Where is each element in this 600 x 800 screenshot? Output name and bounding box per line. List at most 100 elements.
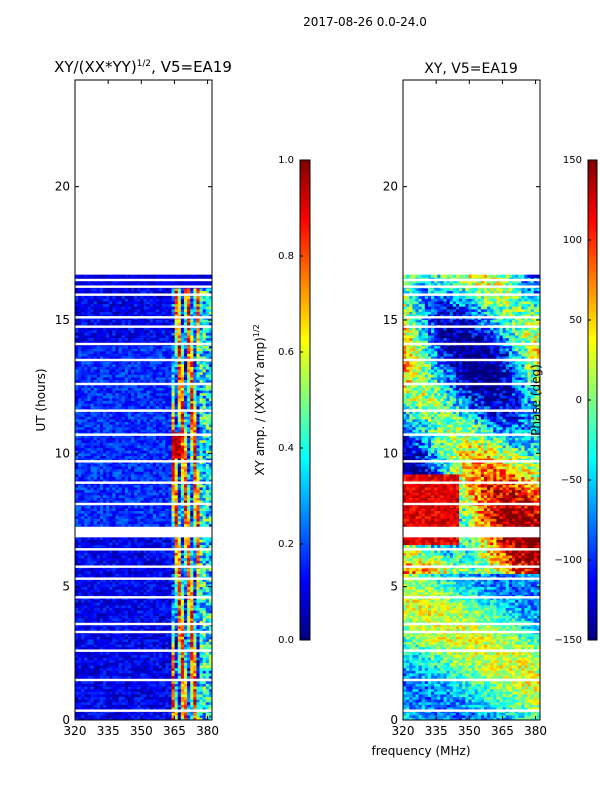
amplitude-heatmap-cell — [162, 688, 166, 692]
amplitude-heatmap-cell — [168, 507, 173, 512]
amplitude-heatmap-cell — [131, 712, 135, 716]
amplitude-heatmap-cell — [152, 586, 157, 590]
amplitude-heatmap-cell — [93, 444, 98, 449]
amplitude-heatmap-cell — [174, 615, 179, 619]
amplitude-heatmap-cell — [143, 510, 148, 514]
amplitude-heatmap-cell — [165, 431, 170, 436]
amplitude-heatmap-cell — [174, 429, 179, 433]
amplitude-heatmap-cell — [93, 465, 98, 470]
amplitude-heatmap-cell — [180, 699, 185, 703]
amplitude-heatmap-cell — [190, 505, 194, 509]
amplitude-heatmap-cell — [96, 712, 101, 716]
amplitude-heatmap-cell — [168, 562, 173, 567]
amplitude-heatmap-cell — [90, 539, 95, 543]
amplitude-heatmap-cell — [127, 659, 132, 663]
amplitude-heatmap-cell — [118, 594, 123, 598]
amplitude-heatmap-cell — [208, 620, 212, 624]
amplitude-heatmap-cell — [115, 505, 120, 509]
amplitude-heatmap-cell — [112, 568, 117, 572]
amplitude-heatmap-cell — [78, 544, 82, 548]
amplitude-heatmap-cell — [180, 426, 185, 430]
amplitude-heatmap-cell — [162, 646, 166, 650]
amplitude-heatmap-cell — [165, 426, 170, 430]
amplitude-heatmap-cell — [205, 544, 210, 548]
amplitude-heatmap-cell — [99, 463, 104, 467]
amplitude-heatmap-cell — [118, 539, 123, 543]
amplitude-heatmap-cell — [106, 680, 110, 684]
amplitude-heatmap-cell — [199, 696, 204, 700]
amplitude-heatmap-cell — [183, 434, 188, 438]
amplitude-heatmap-cell — [193, 633, 198, 637]
amplitude-heatmap-cell — [115, 473, 120, 477]
amplitude-heatmap-cell — [81, 458, 85, 462]
amplitude-heatmap-cell — [124, 706, 129, 711]
amplitude-heatmap-cell — [208, 612, 212, 616]
amplitude-heatmap-cell — [106, 607, 110, 611]
amplitude-heatmap-cell — [202, 591, 207, 595]
amplitude-heatmap-cell — [124, 646, 129, 650]
amplitude-heatmap-cell — [159, 554, 163, 559]
amplitude-heatmap-cell — [165, 696, 170, 700]
amplitude-heatmap-cell — [109, 431, 113, 436]
amplitude-heatmap-cell — [183, 450, 188, 454]
amplitude-heatmap-cell — [121, 688, 126, 692]
amplitude-heatmap-cell — [190, 484, 194, 488]
amplitude-heatmap-cell — [84, 426, 89, 430]
amplitude-heatmap-cell — [87, 468, 92, 472]
amplitude-heatmap-cell — [96, 465, 101, 470]
amplitude-heatmap-cell — [115, 644, 120, 648]
amplitude-heatmap-cell — [199, 476, 204, 480]
amplitude-heatmap-cell — [103, 489, 107, 493]
amplitude-heatmap-cell — [174, 714, 179, 718]
amplitude-heatmap-cell — [155, 644, 160, 648]
amplitude-heatmap-cell — [155, 617, 160, 622]
amplitude-heatmap-cell — [118, 431, 123, 436]
amplitude-heatmap-cell — [187, 439, 191, 443]
amplitude-heatmap-cell — [180, 431, 185, 436]
amplitude-heatmap-cell — [196, 604, 201, 608]
amplitude-heatmap-cell — [196, 489, 201, 493]
amplitude-heatmap-cell — [165, 510, 170, 514]
amplitude-heatmap-cell — [137, 664, 141, 669]
amplitude-heatmap-cell — [174, 612, 179, 616]
amplitude-heatmap-cell — [109, 429, 113, 433]
amplitude-heatmap-cell — [131, 646, 135, 650]
amplitude-heatmap-cell — [134, 442, 138, 446]
amplitude-heatmap-cell — [149, 541, 154, 546]
amplitude-heatmap-cell — [112, 570, 117, 574]
amplitude-heatmap-cell — [99, 638, 104, 643]
amplitude-heatmap-cell — [168, 465, 173, 470]
amplitude-heatmap-cell — [78, 654, 82, 658]
amplitude-heatmap-cell — [124, 701, 129, 705]
amplitude-heatmap-cell — [109, 717, 113, 720]
amplitude-heatmap-cell — [90, 468, 95, 472]
amplitude-heatmap-cell — [137, 670, 141, 674]
amplitude-heatmap-cell — [84, 505, 89, 509]
amplitude-heatmap-cell — [171, 510, 176, 514]
amplitude-heatmap-cell — [106, 426, 110, 430]
amplitude-heatmap-cell — [199, 615, 204, 619]
amplitude-heatmap-cell — [115, 486, 120, 491]
amplitude-heatmap-cell — [103, 620, 107, 624]
amplitude-heatmap-cell — [187, 458, 191, 462]
amplitude-heatmap-cell — [193, 463, 198, 467]
amplitude-heatmap-cell — [205, 505, 210, 509]
amplitude-heatmap-cell — [140, 444, 145, 449]
amplitude-heatmap-cell — [143, 541, 148, 546]
amplitude-heatmap-cell — [180, 581, 185, 585]
amplitude-heatmap-cell — [202, 497, 207, 501]
amplitude-heatmap-cell — [115, 612, 120, 616]
amplitude-heatmap-cell — [118, 421, 123, 425]
amplitude-heatmap-cell — [78, 510, 82, 514]
amplitude-heatmap-cell — [81, 429, 85, 433]
amplitude-heatmap-cell — [180, 494, 185, 498]
amplitude-heatmap-cell — [109, 589, 113, 593]
amplitude-heatmap-cell — [152, 536, 157, 540]
amplitude-heatmap-cell — [174, 701, 179, 705]
amplitude-heatmap-cell — [118, 615, 123, 619]
amplitude-heatmap-cell — [202, 447, 207, 451]
amplitude-heatmap-cell — [174, 513, 179, 517]
amplitude-heatmap-cell — [162, 426, 166, 430]
amplitude-heatmap-cell — [208, 578, 212, 582]
amplitude-heatmap-cell — [124, 494, 129, 498]
